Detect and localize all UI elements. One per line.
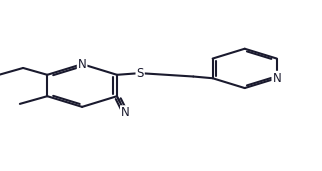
Text: N: N xyxy=(272,72,281,85)
Text: N: N xyxy=(78,58,87,71)
Text: S: S xyxy=(137,67,144,80)
Text: N: N xyxy=(121,106,130,119)
